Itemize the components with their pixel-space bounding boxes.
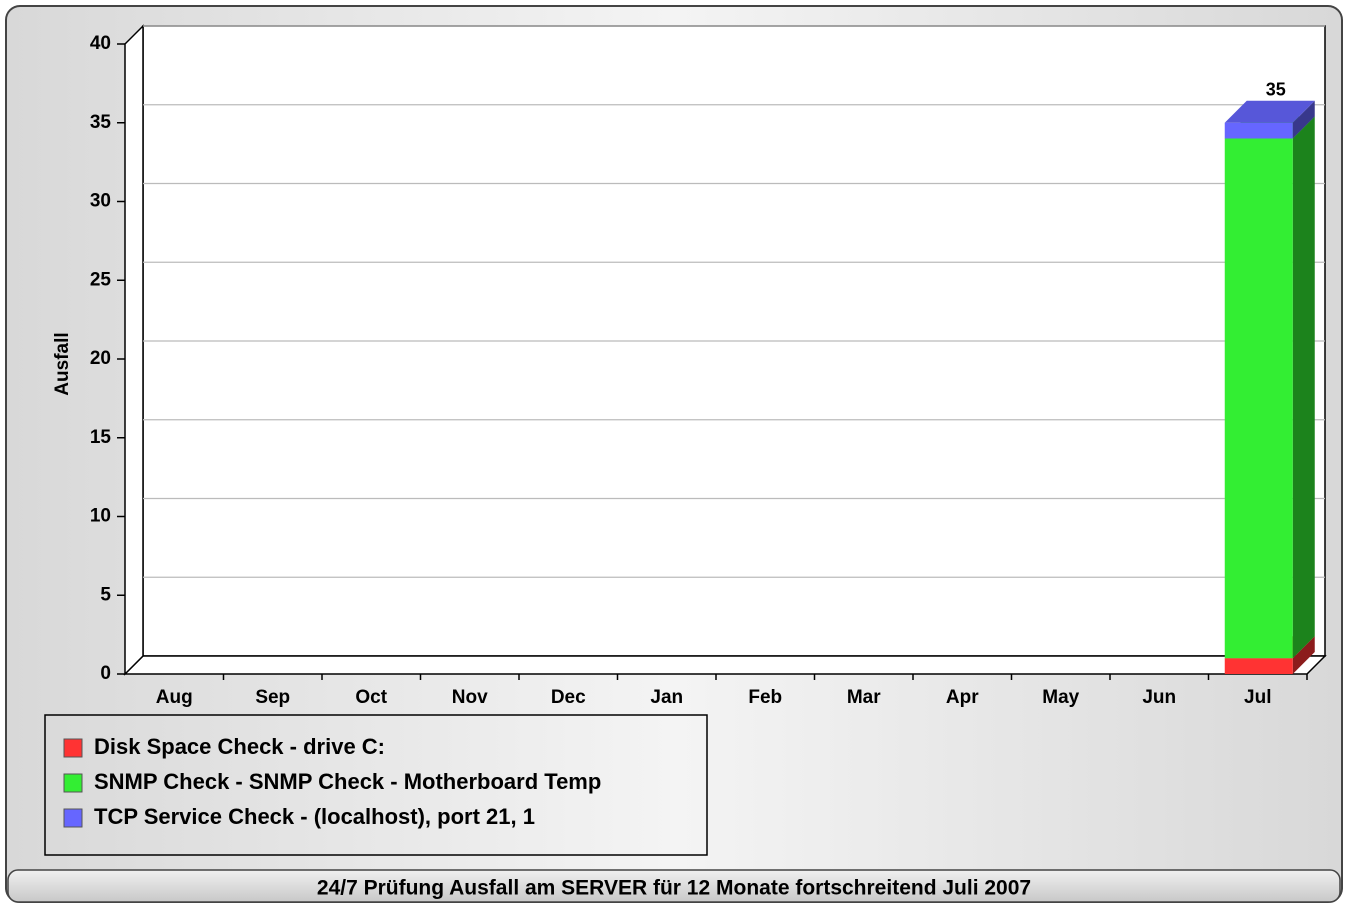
- y-tick-label: 25: [90, 269, 112, 290]
- plot-floor: [123, 655, 1327, 675]
- bar: [1224, 138, 1293, 659]
- bar: [1224, 658, 1293, 674]
- legend-swatch: [63, 773, 83, 793]
- x-tick-label: Feb: [748, 687, 782, 708]
- bar: [1224, 122, 1293, 139]
- bar-side: [1292, 116, 1315, 659]
- x-tick-label: Jan: [650, 687, 683, 708]
- x-tick-label: Apr: [946, 687, 979, 708]
- x-tick-label: Dec: [551, 687, 586, 708]
- x-tick-label: Aug: [156, 687, 193, 708]
- x-tick-label: May: [1042, 687, 1079, 708]
- y-axis-label: Ausfall: [52, 332, 73, 395]
- legend-label: TCP Service Check - (localhost), port 21…: [94, 804, 535, 829]
- y-tick-label: 15: [90, 427, 112, 448]
- chart-title: 24/7 Prüfung Ausfall am SERVER für 12 Mo…: [317, 877, 1031, 900]
- y-tick-label: 20: [90, 348, 111, 369]
- y-tick-label: 5: [100, 584, 111, 605]
- bar-side: [1292, 100, 1315, 139]
- legend-label: Disk Space Check - drive C:: [94, 734, 385, 759]
- x-tick-label: Oct: [355, 687, 387, 708]
- x-tick-label: Sep: [255, 687, 290, 708]
- plot-side: [124, 24, 144, 676]
- y-tick-label: 0: [100, 663, 111, 684]
- y-tick-label: 10: [90, 506, 111, 527]
- legend-swatch: [63, 738, 83, 758]
- y-tick-label: 30: [90, 191, 111, 212]
- title-bar: [7, 869, 1341, 903]
- bar-side: [1292, 636, 1315, 674]
- y-tick-label: 35: [90, 112, 112, 133]
- legend-swatch: [63, 808, 83, 828]
- x-tick-label: Jun: [1142, 687, 1176, 708]
- data-label: 35: [1266, 80, 1286, 100]
- x-tick-label: Nov: [452, 687, 488, 708]
- legend: [44, 714, 708, 856]
- bar-top: [1224, 100, 1315, 123]
- x-tick-label: Jul: [1244, 687, 1271, 708]
- y-tick-label: 40: [90, 33, 111, 54]
- x-tick-label: Mar: [847, 687, 881, 708]
- legend-label: SNMP Check - SNMP Check - Motherboard Te…: [94, 769, 601, 794]
